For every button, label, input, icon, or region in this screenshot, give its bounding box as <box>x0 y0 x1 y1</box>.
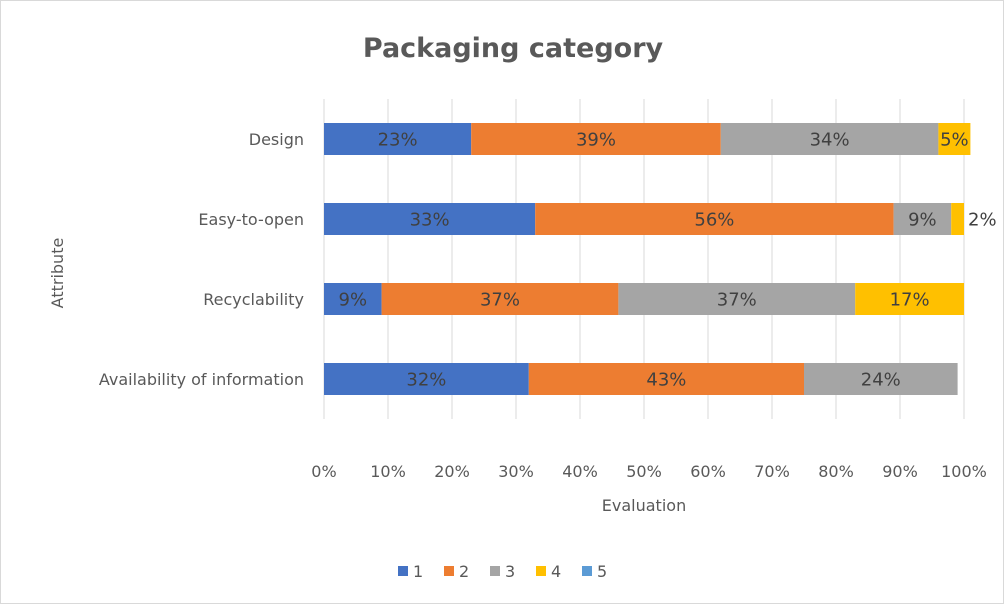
data-label: 43% <box>646 370 686 391</box>
x-tick-label: 20% <box>434 462 470 481</box>
x-tick-labels: 0% 10% 20% 30% 40% 50% 60% 70% 80% 90% 100% <box>311 462 987 481</box>
data-label: 9% <box>908 210 937 231</box>
x-tick-label: 0% <box>311 462 336 481</box>
bar-segment <box>618 283 856 315</box>
category-label: Design <box>249 130 304 149</box>
data-label: 17% <box>890 290 930 311</box>
x-tick-label: 50% <box>626 462 662 481</box>
legend-label: 2 <box>459 562 469 581</box>
x-tick-label: 70% <box>754 462 790 481</box>
legend-label: 4 <box>551 562 561 581</box>
data-label: 24% <box>861 370 901 391</box>
data-label: 33% <box>410 210 450 231</box>
x-tick-label: 30% <box>498 462 534 481</box>
bar-segment <box>381 283 619 315</box>
y-axis-title: Attribute <box>48 238 67 309</box>
bars <box>324 123 971 395</box>
bar-segment <box>324 203 536 235</box>
x-axis-title: Evaluation <box>602 496 686 515</box>
x-tick-label: 90% <box>882 462 918 481</box>
legend-label: 1 <box>413 562 423 581</box>
legend-swatch <box>490 566 500 576</box>
bar-segment <box>324 363 529 395</box>
legend-swatch <box>398 566 408 576</box>
data-label: 2% <box>968 210 997 231</box>
bar-segment <box>720 123 939 155</box>
bar-segment <box>855 283 964 315</box>
data-label: 56% <box>694 210 734 231</box>
legend-label: 5 <box>597 562 607 581</box>
data-label: 5% <box>940 130 969 151</box>
category-labels: Design Easy-to-open Recyclability Availabil… <box>99 130 304 389</box>
data-label: 34% <box>810 130 850 151</box>
bar-segment <box>324 123 472 155</box>
bar-segment <box>471 123 721 155</box>
data-labels: 23% 39% 34% 5% 33% 56% 9% 2% 9% 37% 37% 17% 32% 43% 24… <box>339 130 997 391</box>
data-label: 23% <box>378 130 418 151</box>
x-tick-label: 100% <box>941 462 987 481</box>
data-label: 37% <box>717 290 757 311</box>
chart-title: Packaging category <box>363 33 664 64</box>
bar-segment <box>951 203 964 235</box>
category-label: Availability of information <box>99 370 304 389</box>
bar-segment <box>528 363 804 395</box>
bar-segment <box>324 283 382 315</box>
x-tick-label: 40% <box>562 462 598 481</box>
data-label: 9% <box>339 290 368 311</box>
legend-label: 3 <box>505 562 515 581</box>
legend-swatch <box>444 566 454 576</box>
data-label: 32% <box>406 370 446 391</box>
bar-segment <box>938 123 971 155</box>
data-label: 37% <box>480 290 520 311</box>
category-label: Easy-to-open <box>198 210 304 229</box>
x-tick-label: 80% <box>818 462 854 481</box>
data-label: 39% <box>576 130 616 151</box>
category-label: Recyclability <box>203 290 304 309</box>
legend-swatch <box>536 566 546 576</box>
bar-segment <box>804 363 958 395</box>
legend-swatch <box>582 566 592 576</box>
x-tick-label: 60% <box>690 462 726 481</box>
x-tick-label: 10% <box>370 462 406 481</box>
bar-segment <box>893 203 952 235</box>
bar-segment <box>535 203 894 235</box>
legend: 1 2 3 4 5 <box>398 562 607 581</box>
